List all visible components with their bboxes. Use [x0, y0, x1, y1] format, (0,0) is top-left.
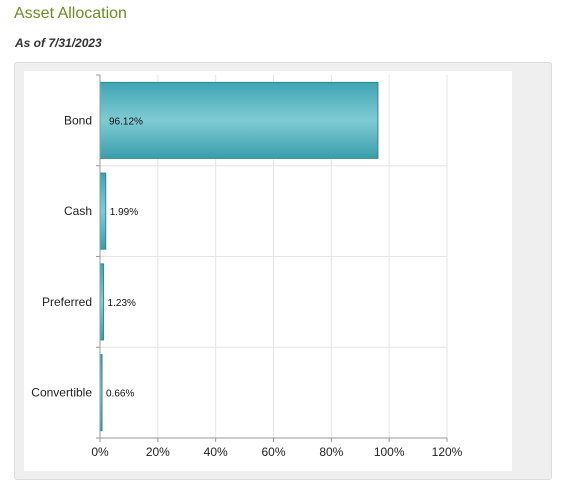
value-label: 96.12%: [109, 116, 143, 127]
x-tick-label: 120%: [432, 445, 463, 459]
x-tick-label: 100%: [374, 445, 405, 459]
labels: Bond 96.12% Cash 1.99% Preferred 1.23% Convert…: [31, 113, 462, 459]
x-tick-label: 40%: [204, 445, 228, 459]
bar: [99, 263, 105, 341]
value-label: 1.99%: [110, 207, 138, 218]
x-tick-label: 80%: [319, 445, 343, 459]
x-tick-label: 0%: [91, 445, 109, 459]
as-of-date: As of 7/31/2023: [15, 36, 102, 50]
value-label: 0.66%: [106, 389, 134, 400]
x-tick-label: 20%: [146, 445, 170, 459]
category-label: Cash: [64, 204, 92, 218]
asset-allocation-chart: Bond 96.12% Cash 1.99% Preferred 1.23% Convert…: [24, 71, 512, 471]
x-tick-label: 60%: [261, 445, 285, 459]
bar: [99, 81, 379, 159]
category-label: Preferred: [42, 295, 92, 309]
value-label: 1.23%: [108, 298, 136, 309]
category-label: Convertible: [31, 386, 92, 400]
page-title: Asset Allocation: [14, 5, 127, 22]
category-label: Bond: [64, 113, 92, 127]
axes: [96, 74, 448, 442]
bar: [99, 172, 107, 250]
